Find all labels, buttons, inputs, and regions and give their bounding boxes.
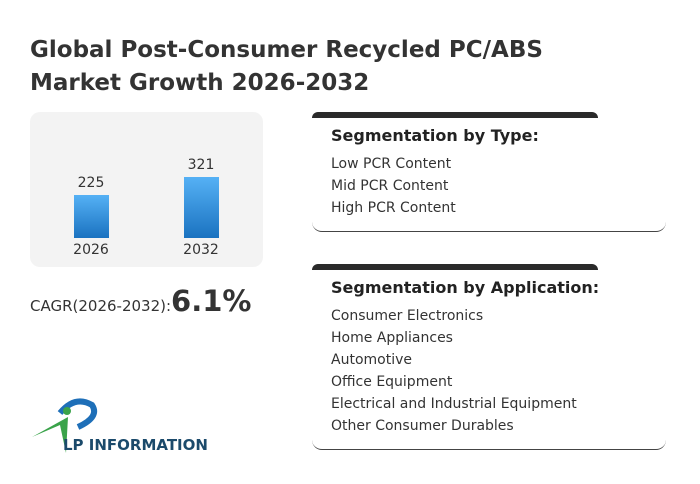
value-label: 321 <box>187 157 215 173</box>
chart-panel: 225 2026 321 2032 <box>30 112 263 267</box>
segment-item: Home Appliances <box>331 330 453 346</box>
application-heading: Segmentation by Application: <box>331 278 600 297</box>
segment-item: Consumer Electronics <box>331 308 484 324</box>
segment-item: Office Equipment <box>331 374 453 390</box>
x-tick-label: 2026 <box>73 242 109 258</box>
segment-item: High PCR Content <box>331 200 456 216</box>
type-card: Segmentation by Type: Low PCR Content Mid … <box>312 112 666 232</box>
bar-2026 <box>74 195 109 238</box>
segment-item: Automotive <box>331 352 412 368</box>
cagr-label: CAGR(2026-2032): <box>30 297 172 315</box>
segment-item: Mid PCR Content <box>331 178 449 194</box>
cagr-value: 6.1% <box>171 284 252 318</box>
cagr: CAGR(2026-2032):6.1% <box>30 284 251 318</box>
page-title: Global Post-Consumer Recycled PC/ABS Mar… <box>30 37 543 96</box>
bar-2032 <box>184 177 219 238</box>
lp-logo-icon <box>32 398 98 453</box>
logo-text: LP INFORMATION <box>63 436 208 454</box>
segment-item: Low PCR Content <box>331 156 452 172</box>
segment-item: Electrical and Industrial Equipment <box>331 396 577 412</box>
value-label: 225 <box>77 175 105 192</box>
x-tick-label: 2032 <box>183 242 219 258</box>
segment-item: Other Consumer Durables <box>331 418 514 434</box>
application-card: Segmentation by Application: Consumer Ele… <box>312 264 666 450</box>
type-heading: Segmentation by Type: <box>331 126 539 145</box>
